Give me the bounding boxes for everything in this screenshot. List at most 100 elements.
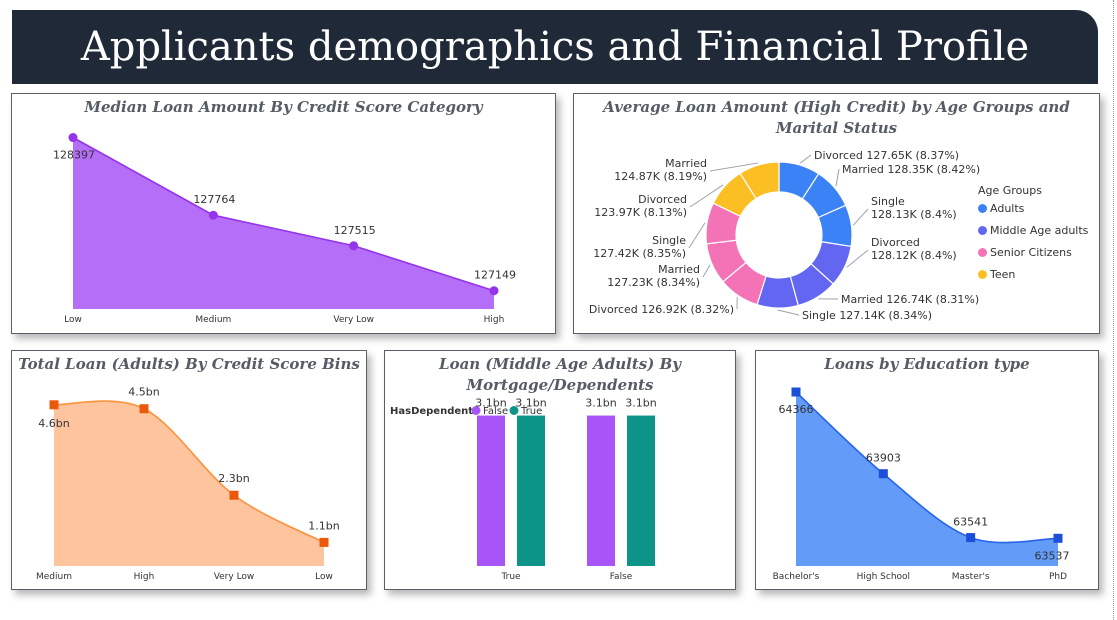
legend-item: Senior Citizens — [978, 246, 1072, 259]
data-point — [139, 404, 149, 414]
legend-label: True — [520, 406, 542, 417]
legend-marker — [978, 248, 987, 257]
chart-title: Loan (Middle Age Adults) By Mortgage/Dep… — [439, 355, 681, 394]
bar — [477, 415, 505, 566]
age-marital-card: Average Loan Amount (High Credit) by Age… — [573, 93, 1100, 334]
slice-label: Married 128.35K (8.42%) — [842, 163, 980, 176]
area-fill — [796, 392, 1058, 566]
mortgage-dependents-card: Loan (Middle Age Adults) By Mortgage/Dep… — [384, 350, 736, 590]
x-tick-label: Bachelor's — [773, 572, 820, 582]
slice-label: Single — [652, 234, 686, 247]
x-tick-label: PhD — [1049, 572, 1067, 582]
slice-label: Divorced 126.92K (8.32%) — [589, 303, 734, 316]
legend-item: Teen — [978, 268, 1015, 281]
data-label: 63541 — [953, 516, 988, 529]
series-line — [72, 136, 495, 292]
leader-line — [709, 162, 759, 172]
slice-label: Divorced 127.65K (8.37%) — [814, 149, 959, 162]
leader-line — [852, 208, 869, 226]
x-tick-label: High — [134, 572, 155, 582]
bar — [587, 415, 615, 566]
slice-label: Married 126.74K (8.31%) — [841, 293, 979, 306]
x-tick-label: Medium — [36, 572, 72, 582]
series-line — [795, 391, 1059, 544]
median-loan-chart: 128397 Low 127764 Medium 127515 Very Low 12714… — [53, 133, 516, 325]
legend-item: Adults — [978, 202, 1024, 215]
chart-title: Median Loan Amount By Credit Score Categ… — [84, 98, 483, 116]
legend-label: Teen — [990, 268, 1016, 281]
data-point — [68, 133, 78, 143]
leader-line — [689, 184, 724, 208]
data-point — [229, 490, 239, 500]
data-label: 2.3bn — [218, 472, 249, 485]
legend-marker — [978, 226, 987, 235]
page-divider — [1113, 0, 1114, 620]
education-chart: 64366 Bachelor's 63903 High School 63541 Mast… — [773, 387, 1070, 582]
slice-label: Single — [871, 195, 905, 208]
data-label: 63537 — [1035, 549, 1070, 562]
x-tick-label: High — [484, 315, 505, 325]
slice-label: 127.42K (8.35%) — [593, 247, 686, 260]
dashboard-title: Applicants demographics and Financial Pr… — [12, 10, 1098, 84]
total-loan-card: Total Loan (Adults) By Credit Score Bins… — [11, 350, 367, 590]
x-tick-label: Master's — [952, 572, 990, 582]
data-label: 1.1bn — [308, 519, 339, 532]
x-tick-label: Very Low — [333, 315, 374, 325]
slice-label: 124.87K (8.19%) — [614, 170, 707, 183]
area-fill — [73, 137, 494, 309]
slice-label: Married — [658, 263, 700, 276]
x-tick-label: Low — [315, 572, 333, 582]
legend-marker — [978, 204, 987, 213]
data-label: 64366 — [779, 403, 814, 416]
chart-title: Average Loan Amount (High Credit) by Age… — [603, 98, 1070, 137]
leader-line — [835, 168, 840, 187]
data-label: 63903 — [866, 452, 901, 465]
legend-title: HasDependents — [390, 406, 479, 417]
total-loan-chart: 4.6bn Medium 4.5bn High 2.3bn Very Low 1.1bn Lo… — [36, 386, 340, 582]
data-point — [966, 533, 976, 543]
legend-marker — [471, 406, 481, 415]
data-point — [791, 387, 801, 397]
data-point — [1053, 533, 1063, 543]
data-label: 3.1bn — [515, 397, 546, 410]
legend-label: Senior Citizens — [990, 246, 1072, 259]
data-label: 4.5bn — [128, 386, 159, 399]
leader-line — [777, 309, 800, 316]
leader-line — [702, 264, 711, 278]
leader-line — [846, 249, 869, 268]
legend-item: Middle Age adults — [978, 224, 1088, 237]
x-tick-label: High School — [857, 572, 910, 582]
leader-line — [688, 222, 706, 249]
legend-label: Middle Age adults — [990, 224, 1089, 237]
area-fill — [54, 401, 324, 566]
x-tick-label: True — [500, 572, 521, 582]
legend-marker — [509, 406, 519, 415]
x-tick-label: Medium — [195, 315, 231, 325]
legend-label: Adults — [990, 202, 1025, 215]
data-point — [319, 537, 329, 547]
data-label: 4.6bn — [38, 417, 69, 430]
data-point — [49, 400, 59, 410]
data-point — [208, 210, 218, 220]
slice-label: Divorced — [638, 193, 687, 206]
bar — [627, 415, 655, 566]
data-label: 3.1bn — [625, 397, 656, 410]
slice-label: 123.97K (8.13%) — [594, 206, 687, 219]
data-label: 128397 — [53, 149, 95, 162]
data-point — [349, 241, 359, 251]
slice-label: 128.13K (8.4%) — [871, 208, 957, 221]
chart-title: Total Loan (Adults) By Credit Score Bins — [18, 355, 360, 373]
data-label: 3.1bn — [475, 397, 506, 410]
median-loan-card: Median Loan Amount By Credit Score Categ… — [11, 93, 556, 334]
slice-label: Divorced — [871, 236, 920, 249]
data-label: 127515 — [334, 224, 376, 237]
legend-marker — [978, 270, 987, 279]
x-tick-label: Low — [64, 315, 82, 325]
data-label: 127149 — [474, 269, 516, 282]
bar — [517, 415, 545, 566]
data-label: 127764 — [193, 193, 235, 206]
education-card: Loans by Education type 64366 Bachelor's 6… — [755, 350, 1099, 590]
leader-line — [799, 154, 812, 164]
series-line — [53, 400, 325, 544]
slice-label: Married — [665, 157, 707, 170]
